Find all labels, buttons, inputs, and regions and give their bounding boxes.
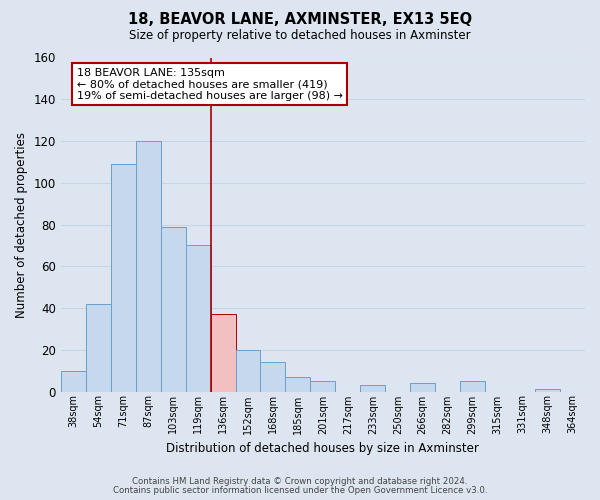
Bar: [286, 377, 310, 392]
Bar: [260, 362, 286, 392]
Text: 18, BEAVOR LANE, AXMINSTER, EX13 5EQ: 18, BEAVOR LANE, AXMINSTER, EX13 5EQ: [128, 12, 472, 28]
Bar: [410, 383, 435, 392]
Bar: [136, 141, 161, 392]
Bar: [310, 381, 335, 392]
Bar: [185, 246, 211, 392]
Bar: [236, 350, 260, 392]
X-axis label: Distribution of detached houses by size in Axminster: Distribution of detached houses by size …: [166, 442, 479, 455]
Bar: [535, 390, 560, 392]
Bar: [61, 370, 86, 392]
Text: Contains public sector information licensed under the Open Government Licence v3: Contains public sector information licen…: [113, 486, 487, 495]
Bar: [161, 226, 185, 392]
Bar: [111, 164, 136, 392]
Bar: [361, 386, 385, 392]
Text: Contains HM Land Registry data © Crown copyright and database right 2024.: Contains HM Land Registry data © Crown c…: [132, 477, 468, 486]
Text: 18 BEAVOR LANE: 135sqm
← 80% of detached houses are smaller (419)
19% of semi-de: 18 BEAVOR LANE: 135sqm ← 80% of detached…: [77, 68, 343, 100]
Bar: [460, 381, 485, 392]
Bar: [211, 314, 236, 392]
Text: Size of property relative to detached houses in Axminster: Size of property relative to detached ho…: [129, 29, 471, 42]
Y-axis label: Number of detached properties: Number of detached properties: [15, 132, 28, 318]
Bar: [86, 304, 111, 392]
